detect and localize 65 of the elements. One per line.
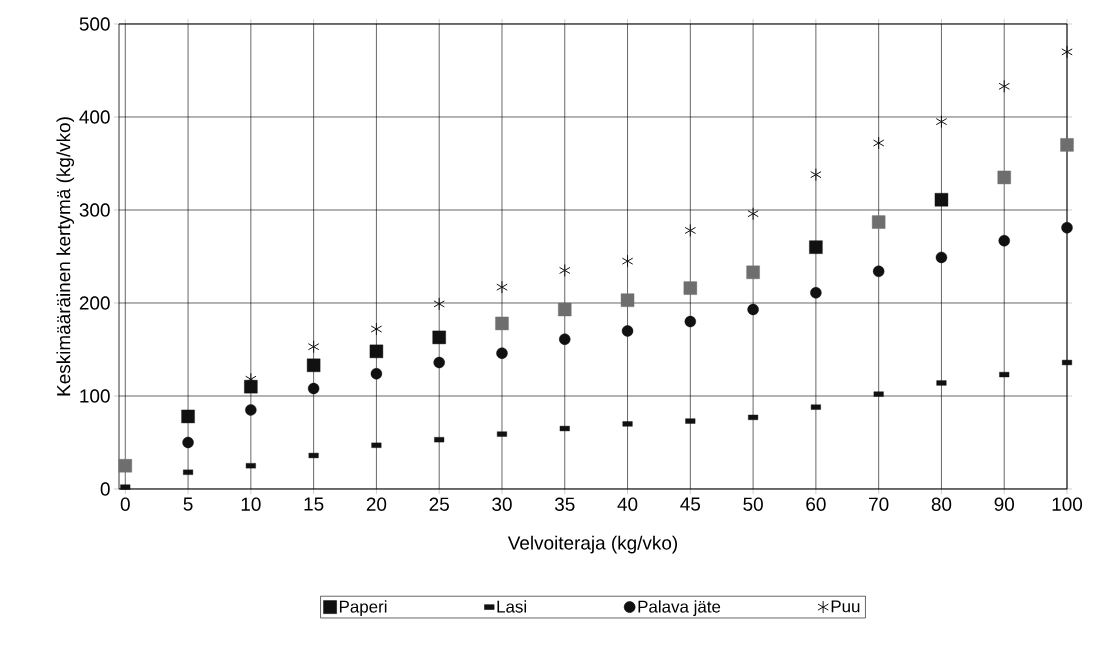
point [433, 356, 445, 369]
point [433, 297, 445, 311]
point [370, 322, 383, 336]
x-tick-label: 70 [869, 497, 889, 511]
x-tick-label: 10 [241, 497, 261, 511]
x-tick-label: 45 [680, 497, 701, 511]
point [558, 302, 572, 317]
point [747, 303, 759, 316]
y-tick-label: 0 [100, 482, 110, 496]
point [118, 459, 132, 473]
point [621, 325, 634, 337]
point [1061, 45, 1073, 59]
point [684, 315, 697, 328]
x-tick-label: 60 [806, 497, 826, 511]
point [810, 168, 822, 182]
point [495, 316, 509, 331]
x-axis-title: Velvoiteraja (kg/vko) [507, 535, 678, 554]
point [746, 265, 760, 279]
x-tick-label: 20 [366, 497, 387, 511]
point [997, 170, 1011, 185]
point [935, 115, 948, 129]
point [998, 234, 1010, 247]
point [935, 251, 948, 264]
point [683, 281, 698, 295]
point [620, 293, 635, 307]
y-tick-label: 300 [79, 203, 110, 217]
x-tick-label: 100 [1052, 497, 1083, 511]
point [998, 79, 1010, 93]
point [496, 347, 508, 359]
point [871, 215, 886, 229]
x-tick-label: 5 [183, 497, 193, 511]
x-tick-label: 90 [994, 497, 1015, 511]
x-tick-label: 80 [931, 497, 952, 511]
x-tick-label: 35 [554, 497, 575, 511]
point [684, 223, 697, 237]
point [810, 287, 822, 299]
point [559, 263, 571, 277]
x-tick-label: 25 [429, 497, 449, 511]
y-tick-label: 400 [79, 110, 110, 124]
x-tick-label: 15 [304, 497, 324, 511]
x-tick-label: 30 [492, 497, 512, 511]
point [872, 265, 885, 278]
x-tick-label: 50 [743, 497, 763, 511]
legend-label: Palava jäte [638, 600, 721, 617]
point [182, 436, 194, 449]
legend-label: Puu [831, 600, 860, 613]
y-tick-label: 100 [80, 389, 110, 403]
x-tick-label: 0 [120, 497, 130, 511]
point [747, 207, 759, 221]
point [621, 254, 634, 268]
point [559, 333, 571, 345]
point [307, 382, 320, 395]
point [245, 404, 257, 416]
point [496, 280, 508, 294]
legend-label: Lasi [497, 600, 527, 613]
point [370, 367, 383, 380]
point [307, 340, 320, 354]
y-tick-label: 500 [79, 17, 110, 31]
y-tick-label: 200 [79, 296, 110, 310]
legend-label: Paperi [339, 600, 387, 617]
point [1060, 138, 1074, 152]
point [1061, 221, 1073, 234]
y-axis-title: Keskimääräinen kertymä (kg/vko) [56, 117, 75, 396]
x-tick-label: 40 [617, 497, 638, 511]
point [872, 136, 885, 150]
